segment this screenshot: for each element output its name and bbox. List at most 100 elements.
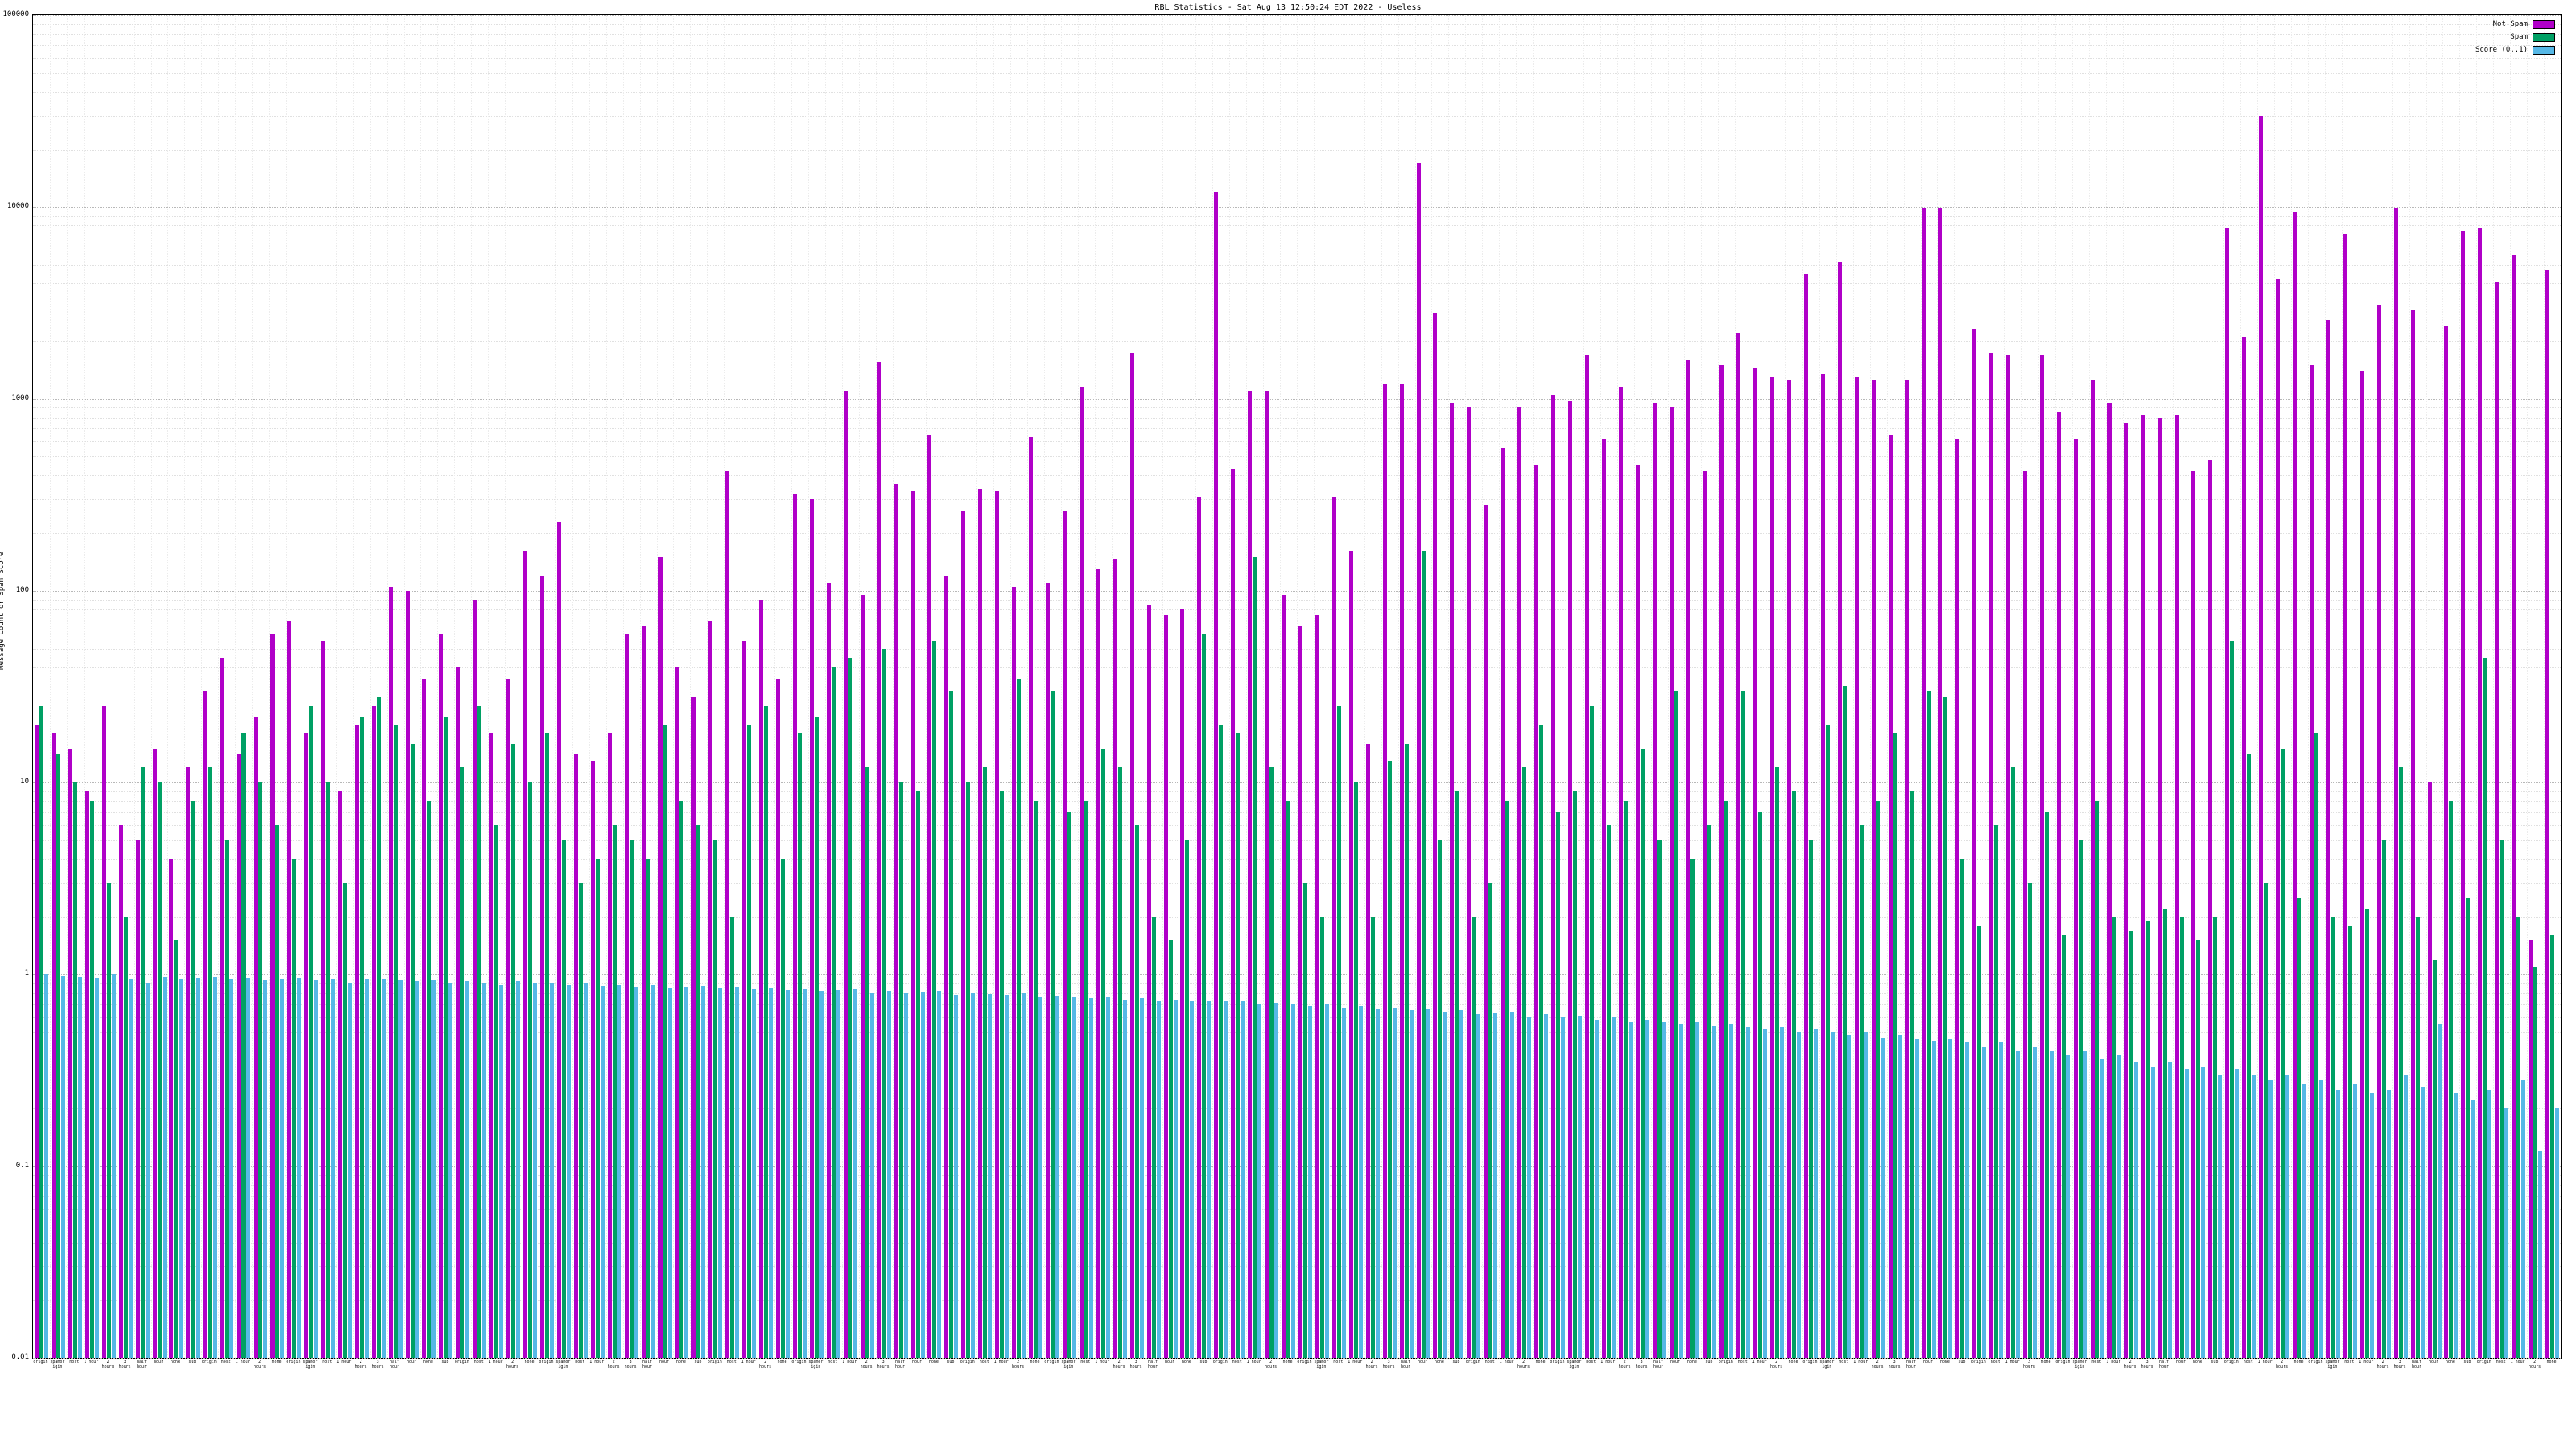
bar-score-0-1 — [1645, 1019, 1649, 1358]
bar-spam — [1674, 691, 1678, 1358]
x-tick-label: host — [1839, 1360, 1849, 1364]
gridline-vertical — [1954, 15, 1955, 1358]
bar-score-0-1 — [1426, 1009, 1430, 1358]
bar-not-spam — [152, 749, 157, 1358]
gridline-vertical — [1600, 15, 1601, 1358]
x-tick-label: none — [2192, 1360, 2202, 1364]
bar-spam — [225, 840, 229, 1358]
bar-not-spam — [759, 599, 764, 1358]
x-tick-label: 1 hour — [993, 1360, 1009, 1364]
bar-spam — [39, 706, 43, 1358]
gridline-vertical — [286, 15, 287, 1358]
bar-spam — [2533, 966, 2538, 1358]
gridline-vertical — [2425, 15, 2427, 1358]
x-tick-label: 2 hours — [1871, 1360, 1884, 1369]
gridline-vertical — [1195, 15, 1197, 1358]
x-tick-label: half hour — [1653, 1360, 1664, 1369]
bar-spam — [2550, 935, 2555, 1358]
bar-spam — [595, 858, 600, 1358]
bar-not-spam — [1501, 448, 1505, 1358]
bar-score-0-1 — [1678, 1024, 1683, 1358]
legend-label: Score (0..1) — [2475, 46, 2528, 54]
bar-score-0-1 — [1005, 995, 1009, 1358]
bar-score-0-1 — [482, 983, 487, 1358]
bar-spam — [291, 858, 296, 1358]
bar-spam — [2347, 925, 2352, 1358]
bar-not-spam — [1416, 163, 1421, 1358]
legend-swatch — [2533, 19, 2555, 29]
x-tick-label: host — [2496, 1360, 2506, 1364]
gridline-vertical — [83, 15, 85, 1358]
bar-spam — [2213, 916, 2218, 1358]
bar-score-0-1 — [718, 988, 723, 1358]
bar-score-0-1 — [752, 989, 757, 1358]
gridline-vertical — [1448, 15, 1450, 1358]
bar-spam — [2011, 767, 2016, 1358]
gridline-vertical — [2257, 15, 2259, 1358]
bar-not-spam — [2359, 370, 2364, 1358]
bar-spam — [393, 724, 398, 1358]
bar-not-spam — [1231, 469, 1236, 1358]
bar-score-0-1 — [1156, 1001, 1161, 1358]
bar-not-spam — [1450, 402, 1455, 1358]
bar-score-0-1 — [499, 985, 504, 1358]
x-tick-label: 2 hours — [2023, 1360, 2036, 1369]
bar-not-spam — [523, 551, 528, 1358]
bar-score-0-1 — [819, 990, 824, 1358]
bar-spam — [1302, 882, 1307, 1358]
bar-spam — [2364, 908, 2369, 1358]
bar-spam — [2500, 840, 2504, 1358]
legend-label: Not Spam — [2492, 20, 2528, 28]
x-tick-label: host — [828, 1360, 838, 1364]
bar-spam — [663, 724, 667, 1358]
bar-score-0-1 — [128, 978, 133, 1358]
x-tick-label: half hour — [1401, 1360, 1411, 1369]
bar-score-0-1 — [1577, 1015, 1582, 1358]
gridline-vertical — [2510, 15, 2512, 1358]
bar-spam — [1926, 691, 1931, 1358]
bar-not-spam — [320, 640, 325, 1358]
bar-spam — [1842, 685, 1847, 1358]
gridline-vertical — [1818, 15, 1820, 1358]
bar-score-0-1 — [431, 979, 436, 1358]
bar-score-0-1 — [2099, 1059, 2104, 1358]
bar-spam — [1253, 556, 1257, 1358]
x-tick-label: 1 hour — [1853, 1360, 1868, 1364]
bar-score-0-1 — [1880, 1037, 1885, 1358]
bar-spam — [1117, 767, 1122, 1358]
gridline-vertical — [1280, 15, 1282, 1358]
bar-score-0-1 — [1662, 1022, 1666, 1358]
bar-score-0-1 — [246, 977, 251, 1358]
gridline-vertical — [2223, 15, 2225, 1358]
bar-not-spam — [1972, 329, 1977, 1358]
bar-score-0-1 — [971, 993, 976, 1358]
bar-not-spam — [776, 678, 781, 1358]
bar-not-spam — [85, 791, 89, 1358]
bar-score-0-1 — [398, 980, 402, 1358]
gridline-vertical — [622, 15, 624, 1358]
gridline-major — [33, 1358, 2561, 1359]
bar-not-spam — [877, 362, 881, 1358]
x-tick-label: origin — [2223, 1360, 2239, 1364]
gridline-vertical — [66, 15, 68, 1358]
bar-spam — [966, 782, 971, 1358]
bar-not-spam — [2343, 234, 2347, 1358]
x-tick-label: sub — [2211, 1360, 2219, 1364]
bar-spam — [679, 801, 684, 1358]
bar-spam — [646, 858, 650, 1358]
x-tick-label: 1 hour — [2004, 1360, 2020, 1364]
bar-spam — [932, 640, 937, 1358]
legend-row: Spam — [2475, 31, 2555, 43]
gridline-vertical — [2004, 15, 2006, 1358]
bar-score-0-1 — [1257, 1004, 1262, 1358]
y-tick-label: 1000 — [11, 394, 29, 402]
x-tick-label: origin — [960, 1360, 975, 1364]
bar-spam — [1572, 791, 1577, 1358]
gridline-vertical — [555, 15, 556, 1358]
gridline-vertical — [1650, 15, 1652, 1358]
bar-spam — [1151, 916, 1156, 1358]
legend-swatch — [2533, 45, 2555, 55]
bar-score-0-1 — [1105, 997, 1110, 1358]
x-tick-label: 1 hour — [842, 1360, 857, 1364]
bar-not-spam — [658, 556, 663, 1358]
